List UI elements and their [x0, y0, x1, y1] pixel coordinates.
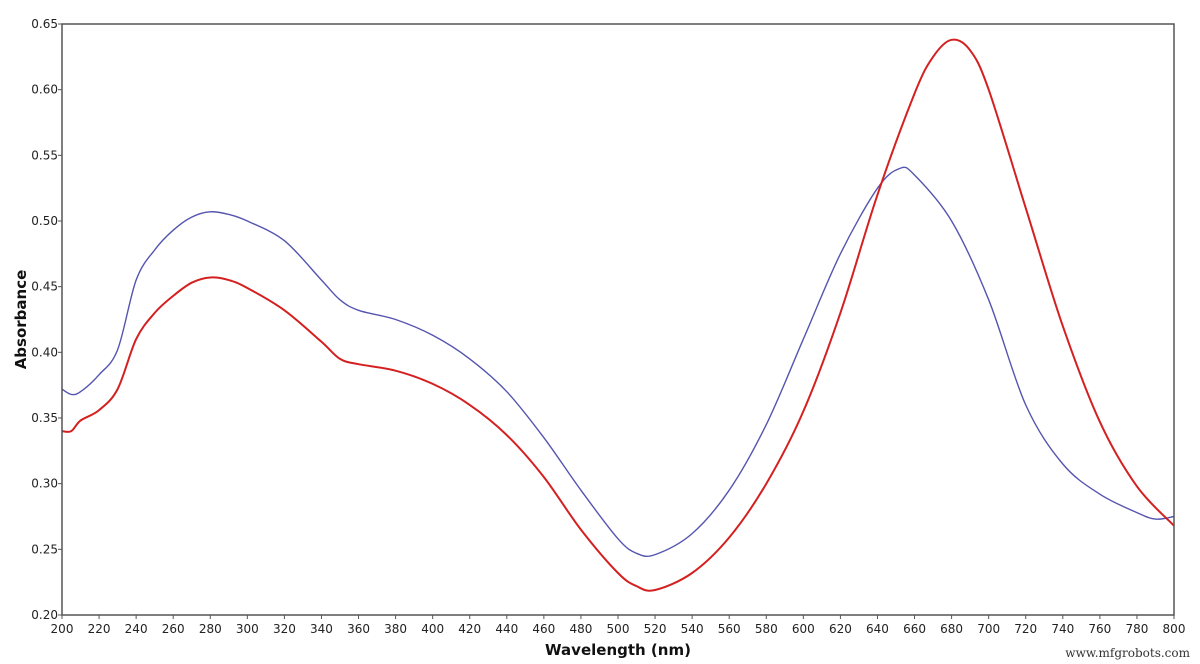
x-tick-label: 300	[236, 622, 259, 636]
y-tick-label: 0.25	[31, 542, 58, 556]
y-tick-label: 0.55	[31, 148, 58, 162]
x-tick-label: 800	[1163, 622, 1186, 636]
x-tick-label: 620	[829, 622, 852, 636]
y-tick-label: 0.40	[31, 345, 58, 359]
x-tick-label: 380	[384, 622, 407, 636]
plot-frame	[61, 23, 1175, 616]
y-axis-title: Absorbance	[12, 270, 30, 370]
x-tick-label: 700	[977, 622, 1000, 636]
watermark: www.mfgrobots.com	[1065, 646, 1190, 660]
y-tick-label: 0.50	[31, 214, 58, 228]
y-tick-label: 0.30	[31, 477, 58, 491]
x-tick-label: 480	[569, 622, 592, 636]
x-tick-label: 320	[273, 622, 296, 636]
x-tick-label: 640	[866, 622, 889, 636]
x-axis-ticks: 200 220 240 260 280 300 320 340 360 380 400 420 440 4…	[51, 615, 1186, 636]
x-tick-label: 660	[903, 622, 926, 636]
x-tick-label: 680	[940, 622, 963, 636]
red-spectrum-line	[61, 38, 1175, 592]
y-tick-label: 0.60	[31, 83, 58, 97]
x-tick-label: 220	[88, 622, 111, 636]
y-tick-label: 0.20	[31, 608, 58, 622]
x-tick-label: 400	[421, 622, 444, 636]
x-tick-label: 360	[347, 622, 370, 636]
x-tick-label: 500	[607, 622, 630, 636]
x-tick-label: 780	[1125, 622, 1148, 636]
x-tick-label: 340	[310, 622, 333, 636]
x-tick-label: 520	[644, 622, 667, 636]
x-tick-label: 240	[125, 622, 148, 636]
x-tick-label: 580	[755, 622, 778, 636]
x-tick-label: 540	[681, 622, 704, 636]
y-axis-ticks: 0.20 0.25 0.30 0.35 0.40 0.45 0.50 0.55 0.60 0.65	[31, 17, 62, 622]
x-tick-label: 760	[1088, 622, 1111, 636]
x-axis-title: Wavelength (nm)	[545, 641, 691, 659]
y-tick-label: 0.45	[31, 280, 58, 294]
y-tick-label: 0.35	[31, 411, 58, 425]
x-tick-label: 720	[1014, 622, 1037, 636]
x-tick-label: 460	[532, 622, 555, 636]
x-tick-label: 260	[162, 622, 185, 636]
x-tick-label: 560	[718, 622, 741, 636]
plot-series	[61, 38, 1175, 592]
x-tick-label: 740	[1051, 622, 1074, 636]
x-tick-label: 200	[51, 622, 74, 636]
x-tick-label: 440	[495, 622, 518, 636]
y-tick-label: 0.65	[31, 17, 58, 31]
x-tick-label: 280	[199, 622, 222, 636]
blue-spectrum-line	[61, 166, 1175, 558]
x-tick-label: 600	[792, 622, 815, 636]
x-tick-label: 420	[458, 622, 481, 636]
